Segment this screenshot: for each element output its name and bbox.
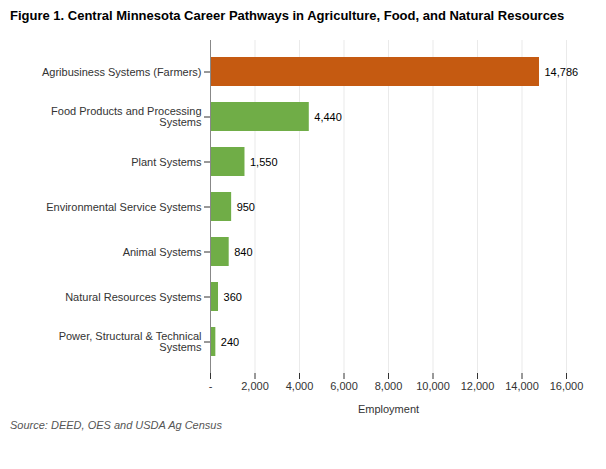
html-text:Source: DEED, OES and USDA Ag: Source: DEED, OES and USDA Ag Census bbox=[10, 419, 222, 432]
svg-text:1,550: 1,550 bbox=[250, 156, 278, 168]
svg-text:2,000: 2,000 bbox=[241, 381, 269, 393]
svg-text:Agribusiness Systems (Farmers): Agribusiness Systems (Farmers) bbox=[42, 66, 202, 78]
svg-text:12,000: 12,000 bbox=[461, 381, 495, 393]
svg-text:Natural Resources Systems: Natural Resources Systems bbox=[65, 291, 202, 303]
html-text:Figure 1. Central Minnesota Ca: Figure 1. Central Minnesota Career Pathw… bbox=[10, 8, 565, 23]
svg-text:16,000: 16,000 bbox=[550, 381, 584, 393]
svg-text:Employment: Employment bbox=[358, 403, 419, 415]
svg-text:240: 240 bbox=[221, 336, 239, 348]
svg-text:Environmental Service Systems: Environmental Service Systems bbox=[46, 201, 202, 213]
svg-text:840: 840 bbox=[234, 246, 252, 258]
svg-text:14,000: 14,000 bbox=[505, 381, 539, 393]
svg-text:360: 360 bbox=[224, 291, 242, 303]
svg-text:950: 950 bbox=[237, 201, 255, 213]
svg-text:Plant Systems: Plant Systems bbox=[131, 156, 202, 168]
svg-text:Animal Systems: Animal Systems bbox=[123, 246, 202, 258]
svg-text:Food Products and ProcessingSy: Food Products and ProcessingSystems bbox=[51, 105, 202, 128]
svg-text:4,440: 4,440 bbox=[314, 111, 342, 123]
svg-text:6,000: 6,000 bbox=[330, 381, 358, 393]
svg-text:14,786: 14,786 bbox=[544, 66, 578, 78]
svg-text:4,000: 4,000 bbox=[286, 381, 314, 393]
svg-text:-: - bbox=[209, 381, 213, 393]
svg-text:10,000: 10,000 bbox=[416, 381, 450, 393]
svg-text:8,000: 8,000 bbox=[375, 381, 403, 393]
svg-text:Power, Structural & TechnicalS: Power, Structural & TechnicalSystems bbox=[59, 330, 202, 353]
